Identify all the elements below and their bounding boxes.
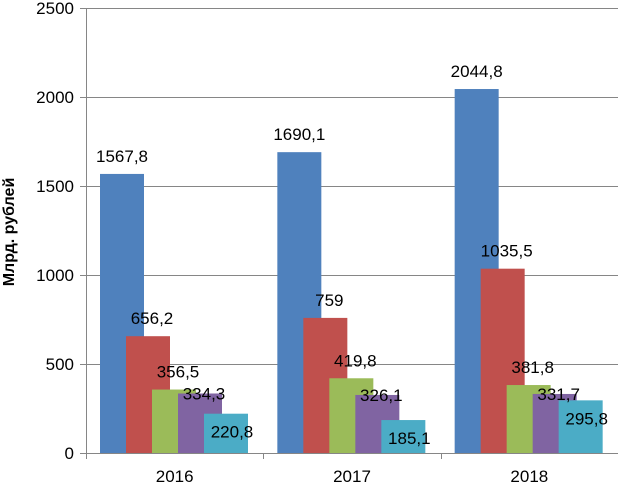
data-labels: 1567,8 656,2 356,5 334,3 220,8 1690,1 759 419,8… (96, 62, 608, 448)
x-tick-label: 2018 (510, 467, 548, 486)
y-tick-label: 2000 (36, 88, 74, 107)
data-label: 185,1 (388, 429, 431, 448)
data-label: 1035,5 (481, 242, 533, 261)
data-label: 356,5 (157, 363, 200, 382)
bars (100, 89, 603, 454)
data-label: 381,8 (511, 358, 554, 377)
data-label: 331,7 (537, 385, 580, 404)
data-label: 2044,8 (451, 62, 503, 81)
data-label: 759 (315, 291, 343, 310)
bar-series-5-2018 (558, 400, 603, 453)
data-label: 220,8 (211, 423, 254, 442)
y-tick-label: 1000 (36, 266, 74, 285)
data-label: 334,3 (183, 384, 226, 403)
gridlines (86, 8, 618, 365)
y-tick-label: 1500 (36, 177, 74, 196)
y-tick-label: 2500 (36, 0, 74, 18)
axes: 0 500 1000 1500 2000 2500 2016 2017 2018 (36, 0, 618, 486)
x-tick-label: 2016 (156, 467, 194, 486)
y-tick-label: 0 (65, 444, 74, 463)
data-label: 1690,1 (273, 125, 325, 144)
data-label: 1567,8 (96, 147, 148, 166)
x-tick-label: 2017 (333, 467, 371, 486)
data-label: 419,8 (334, 351, 377, 370)
data-label: 326,1 (360, 386, 403, 405)
data-label: 295,8 (565, 409, 608, 428)
bar-series-5-2017 (381, 420, 426, 453)
y-tick-label: 500 (46, 355, 74, 374)
y-axis-label: Млрд. рублей (1, 178, 18, 287)
bar-series-5-2016 (204, 413, 248, 453)
data-label: 656,2 (131, 309, 174, 328)
